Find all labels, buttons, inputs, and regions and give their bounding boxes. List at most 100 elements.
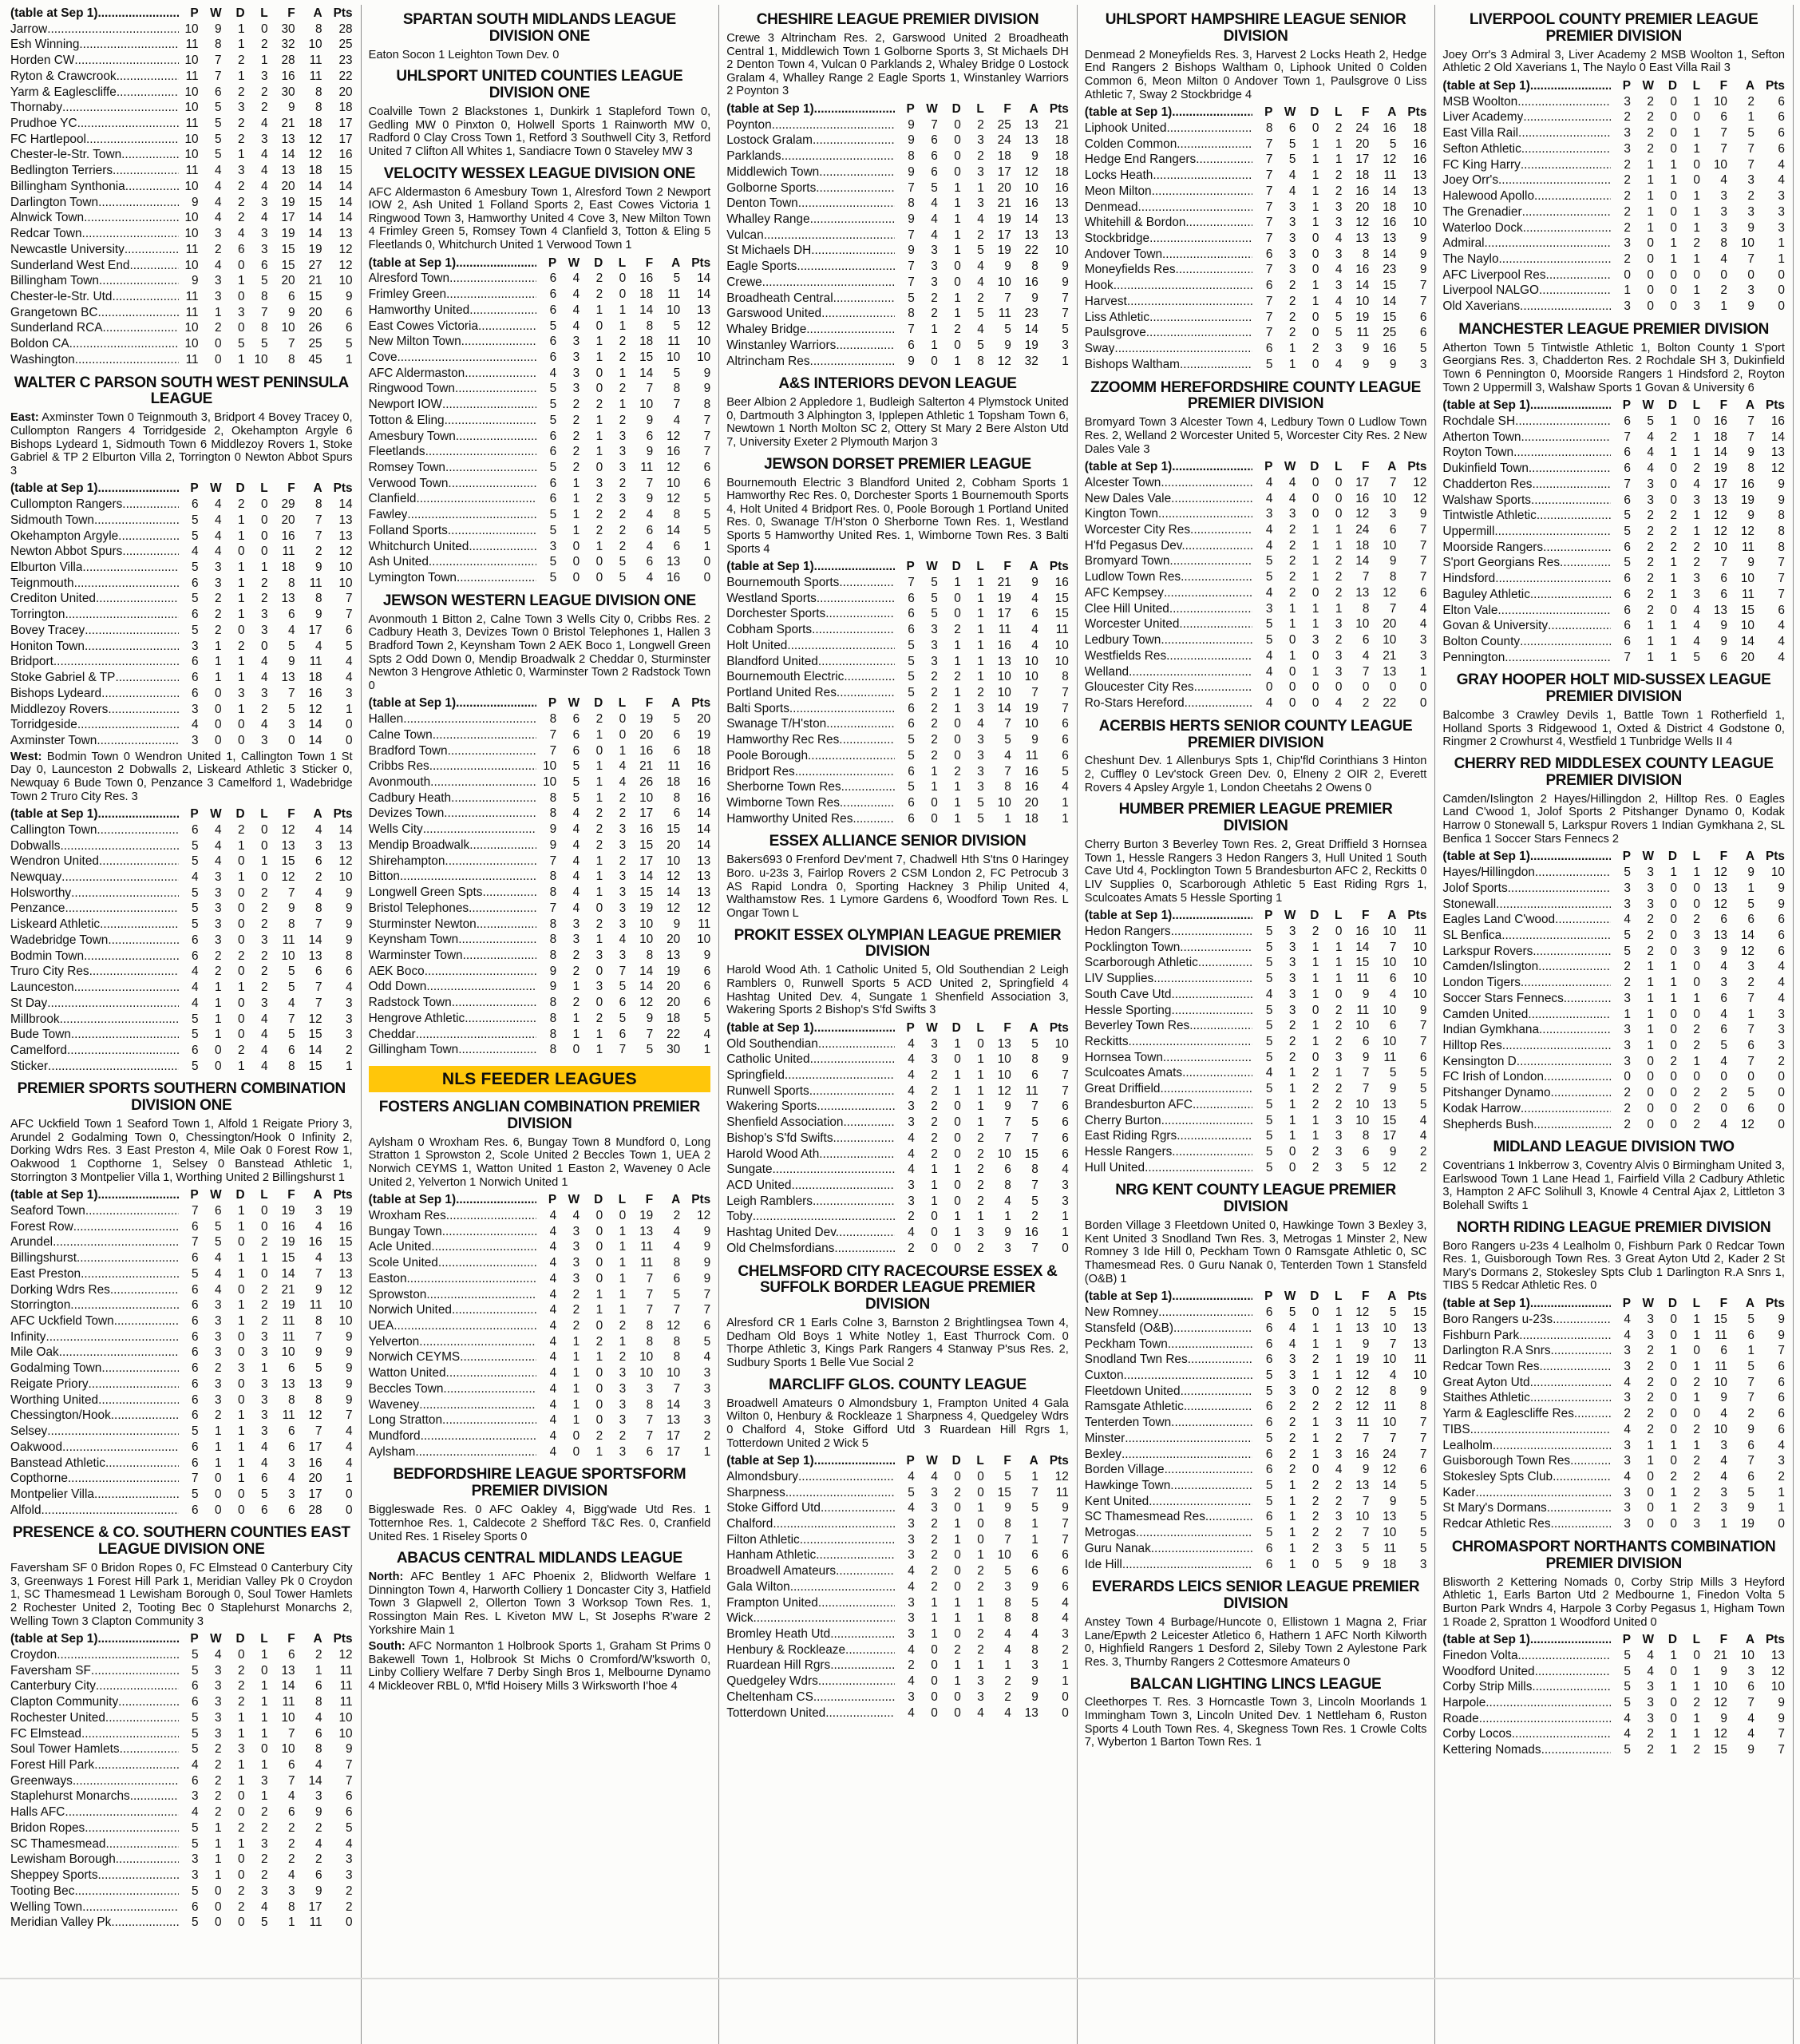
table-row: Soul Tower Hamlets52301089 bbox=[10, 1741, 353, 1757]
stat-points: 7 bbox=[1419, 1019, 1427, 1033]
table-row: Alresford Town642016514 bbox=[369, 271, 711, 287]
stat-wins: 0 bbox=[1647, 1517, 1654, 1531]
dot-leader bbox=[469, 303, 536, 319]
team-name: Cheltenham CS bbox=[726, 1689, 813, 1704]
team-name: Quedgeley Wdrs bbox=[726, 1674, 818, 1689]
stat-points: 6 bbox=[1062, 717, 1069, 731]
stat-goals-against: 20 bbox=[308, 1472, 322, 1486]
stat-wins: 2 bbox=[931, 1517, 938, 1531]
stat-played: 5 bbox=[1624, 928, 1631, 942]
stat-played: 6 bbox=[1265, 1416, 1273, 1430]
table-row: Sway61239165 bbox=[1085, 341, 1427, 357]
table-row: Hedge End Rangers7511171216 bbox=[1085, 152, 1427, 168]
team-name: Hashtag United Dev. bbox=[726, 1226, 840, 1240]
stat-wins: 2 bbox=[1647, 1422, 1654, 1436]
stat-draws: 1 bbox=[954, 1532, 961, 1547]
stat-losses: 2 bbox=[1335, 1384, 1343, 1398]
stat-draws: 0 bbox=[1670, 267, 1677, 282]
dot-leader bbox=[429, 554, 536, 570]
stat-goals-against: 6 bbox=[673, 743, 681, 758]
table-row: Bungay Town43011349 bbox=[369, 1224, 711, 1240]
stat-played: 8 bbox=[549, 933, 557, 947]
stat-goals-against: 9 bbox=[1031, 575, 1038, 589]
dot-leader bbox=[1553, 1312, 1611, 1328]
team-name: Totton & Eling bbox=[368, 413, 445, 427]
stat-losses: 3 bbox=[261, 996, 268, 1010]
dot-leader bbox=[836, 1563, 895, 1579]
dot-leader bbox=[1185, 538, 1253, 554]
stat-played: 10 bbox=[184, 258, 199, 272]
stat-points: 16 bbox=[338, 1219, 353, 1234]
dot-leader bbox=[791, 1178, 894, 1194]
stat-goals-for: 16 bbox=[639, 271, 654, 286]
stat-goals-for: 5 bbox=[1004, 1469, 1011, 1483]
stat-goals-for: 15 bbox=[281, 854, 295, 869]
table-row: Frimley Green6420181114 bbox=[369, 287, 711, 303]
stat-losses: 3 bbox=[619, 1366, 627, 1380]
team-name: Waterloo Dock bbox=[1442, 220, 1523, 235]
stat-draws: 1 bbox=[1670, 173, 1677, 188]
team-name: Whalley Range bbox=[726, 212, 810, 227]
team-name: Camelford bbox=[10, 1043, 67, 1057]
stat-goals-against: 9 bbox=[1389, 1145, 1397, 1159]
league-section: FOSTERS ANGLIAN COMBINATION PREMIER DIVI… bbox=[369, 1099, 711, 1460]
stat-goals-for: 12 bbox=[1355, 1368, 1370, 1382]
stat-losses: 2 bbox=[261, 949, 268, 963]
stat-draws: 0 bbox=[238, 1805, 245, 1820]
team-name: Frampton United bbox=[726, 1595, 818, 1610]
league-title: CHERRY RED MIDDLESEX COUNTY LEAGUE PREMI… bbox=[1454, 755, 1774, 789]
dot-leader bbox=[809, 1083, 895, 1099]
stat-points: 7 bbox=[1419, 554, 1427, 568]
stat-goals-against: 14 bbox=[308, 933, 322, 947]
table-row: Rochdale SH651016716 bbox=[1442, 414, 1785, 430]
column-header-L: L bbox=[1692, 850, 1700, 864]
team-name: Tooting Bec bbox=[10, 1884, 75, 1898]
column-header-L: L bbox=[1692, 398, 1700, 413]
stat-goals-for: 0 bbox=[1720, 1070, 1727, 1084]
stat-draws: 0 bbox=[238, 1392, 245, 1407]
table-row: Gala Wilton4202396 bbox=[726, 1579, 1069, 1595]
stat-wins: 1 bbox=[215, 639, 222, 653]
stat-played: 6 bbox=[1624, 634, 1631, 648]
column-header-P: P bbox=[1622, 79, 1631, 93]
stat-draws: 1 bbox=[954, 638, 961, 652]
stat-goals-for: 14 bbox=[639, 964, 654, 978]
table-row: Bolton County61149144 bbox=[1442, 634, 1785, 650]
table-row: Cadbury Heath851210816 bbox=[369, 790, 711, 806]
stat-goals-against: 12 bbox=[308, 1012, 322, 1026]
dot-leader bbox=[94, 1487, 179, 1503]
stat-wins: 2 bbox=[1647, 913, 1654, 927]
stat-goals-for: 8 bbox=[1004, 1595, 1011, 1610]
stat-wins: 0 bbox=[215, 702, 222, 716]
stat-draws: 1 bbox=[954, 1083, 961, 1098]
stat-goals-against: 2 bbox=[1747, 1407, 1755, 1421]
stat-points: 16 bbox=[1770, 414, 1785, 428]
team-name: Govan & University bbox=[1442, 619, 1549, 633]
stat-draws: 1 bbox=[954, 228, 961, 242]
stat-losses: 2 bbox=[1693, 236, 1700, 251]
team-name: Bridport Res. bbox=[726, 764, 798, 778]
stat-played: 6 bbox=[908, 811, 915, 826]
dot-leader bbox=[1519, 1328, 1611, 1344]
stat-points: 28 bbox=[338, 22, 353, 36]
table-row: New Romney650112515 bbox=[1085, 1305, 1427, 1321]
table-row: Forest Row651016416 bbox=[10, 1219, 353, 1235]
stat-points: 9 bbox=[346, 1392, 353, 1407]
dot-leader bbox=[1538, 959, 1611, 975]
dot-leader bbox=[1161, 1113, 1253, 1129]
stat-goals-against: 7 bbox=[1389, 1431, 1397, 1445]
team-name: Honiton Town bbox=[10, 639, 85, 653]
dot-leader bbox=[86, 132, 179, 148]
stat-goals-against: 7 bbox=[1389, 601, 1397, 616]
team-name: Denmead bbox=[1084, 200, 1138, 214]
team-name: Chessington/Hook bbox=[10, 1408, 111, 1423]
table-row: Indian Gymkhana3102673 bbox=[1442, 1022, 1785, 1038]
stat-draws: 0 bbox=[595, 901, 603, 915]
table-row: Walshaw Sports630313199 bbox=[1442, 493, 1785, 509]
stat-goals-for: 15 bbox=[639, 351, 654, 365]
stat-played: 7 bbox=[908, 323, 915, 337]
stat-losses: 1 bbox=[261, 1710, 268, 1725]
stat-goals-against: 5 bbox=[1747, 1359, 1755, 1373]
